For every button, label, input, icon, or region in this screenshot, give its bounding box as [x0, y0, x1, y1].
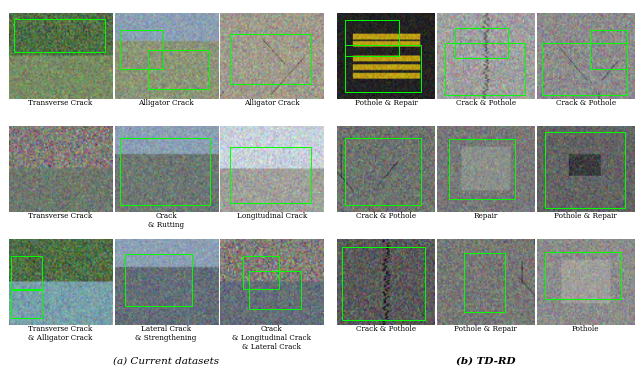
Bar: [11, 256, 42, 289]
Text: Pothole: Pothole: [572, 325, 599, 333]
Text: Crack & Pothole: Crack & Pothole: [356, 212, 416, 220]
Text: Transverse Crack: Transverse Crack: [28, 99, 93, 107]
Text: Longitudinal Crack: Longitudinal Crack: [237, 212, 307, 220]
Bar: [454, 28, 508, 58]
Bar: [445, 43, 525, 95]
Bar: [345, 20, 399, 56]
Bar: [120, 30, 163, 69]
Bar: [148, 50, 209, 89]
Bar: [120, 138, 211, 205]
Text: Crack & Pothole: Crack & Pothole: [356, 325, 416, 333]
Bar: [345, 138, 421, 205]
Bar: [449, 139, 515, 199]
Text: Repair: Repair: [474, 212, 498, 220]
Text: Pothole & Repair: Pothole & Repair: [355, 99, 417, 107]
Text: Lateral Crack
& Strengthening: Lateral Crack & Strengthening: [136, 325, 196, 342]
Bar: [345, 45, 421, 92]
Text: Pothole & Repair: Pothole & Repair: [454, 325, 517, 333]
Bar: [243, 256, 279, 289]
Text: Transverse Crack
& Alligator Crack: Transverse Crack & Alligator Crack: [28, 325, 93, 342]
Bar: [342, 247, 425, 320]
Bar: [249, 270, 301, 309]
Bar: [545, 251, 621, 299]
Bar: [230, 34, 311, 84]
Bar: [125, 254, 192, 306]
Bar: [545, 132, 625, 208]
Bar: [14, 19, 105, 52]
Text: Crack
& Longitudinal Crack
& Lateral Crack: Crack & Longitudinal Crack & Lateral Cra…: [232, 325, 311, 351]
Bar: [11, 290, 42, 318]
Text: Alligator Crack: Alligator Crack: [244, 99, 300, 107]
Text: Pothole & Repair: Pothole & Repair: [554, 212, 617, 220]
Text: (a) Current datasets: (a) Current datasets: [113, 356, 219, 365]
Bar: [591, 30, 627, 69]
Bar: [542, 43, 627, 95]
Text: Crack & Pothole: Crack & Pothole: [456, 99, 516, 107]
Text: Crack
& Rutting: Crack & Rutting: [148, 212, 184, 229]
Text: Transverse Crack: Transverse Crack: [28, 212, 93, 220]
Bar: [465, 253, 505, 312]
Text: Crack & Pothole: Crack & Pothole: [556, 99, 616, 107]
Text: (b) TD-RD: (b) TD-RD: [456, 356, 515, 365]
Text: Alligator Crack: Alligator Crack: [138, 99, 194, 107]
Bar: [230, 147, 311, 203]
